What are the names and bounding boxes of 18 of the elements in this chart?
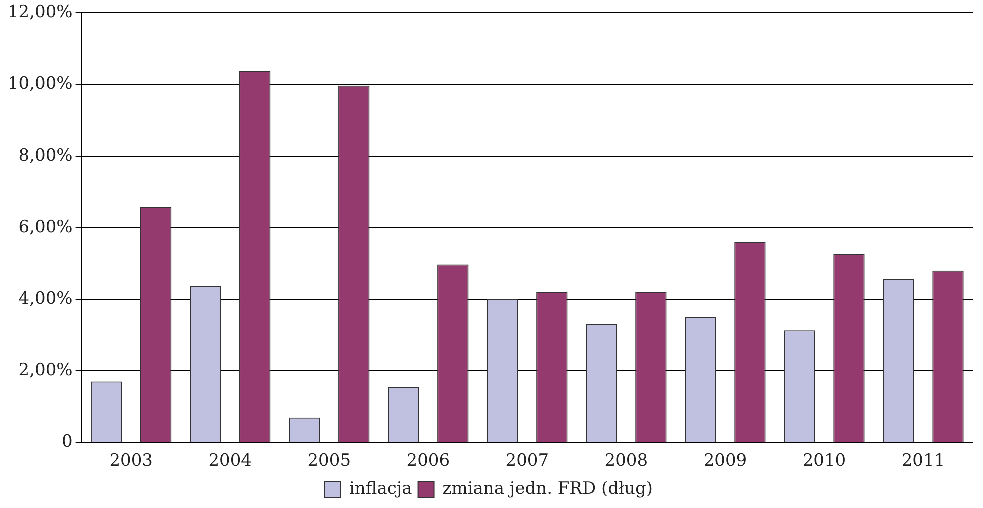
x-tick-label: 2004 bbox=[208, 451, 252, 472]
x-tick-label: 2008 bbox=[604, 451, 648, 472]
y-tick-label: 8,00% bbox=[18, 146, 73, 166]
x-tick-label: 2006 bbox=[406, 451, 450, 472]
y-tick-label: 12,00% bbox=[8, 2, 73, 23]
y-tick-label: 0 bbox=[62, 432, 73, 452]
y-tick-label: 6,00% bbox=[18, 217, 73, 238]
x-tick-label: 2009 bbox=[704, 451, 748, 472]
x-tick-label: 2007 bbox=[506, 451, 550, 472]
y-tick-label: 4,00% bbox=[18, 288, 73, 309]
legend-label: zmiana jedn. FRD (dług) bbox=[442, 478, 654, 499]
legend-label: inflacja bbox=[349, 478, 412, 499]
x-tick-label: 2003 bbox=[110, 451, 153, 472]
x-tick-label: 2010 bbox=[802, 451, 846, 472]
y-tick-label: 10,00% bbox=[8, 74, 73, 94]
x-tick-label: 2011 bbox=[902, 451, 946, 472]
x-tick-label: 2005 bbox=[308, 451, 352, 472]
y-tick-label: 2,00% bbox=[18, 360, 73, 380]
